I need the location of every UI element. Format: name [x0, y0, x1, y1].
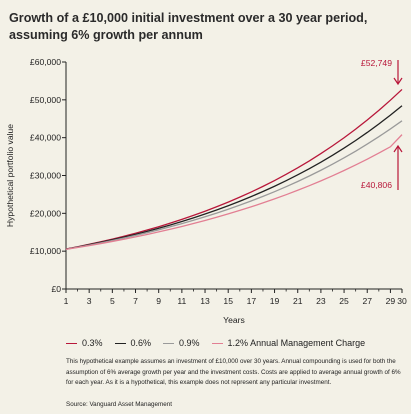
x-tick-label: 19 — [270, 296, 280, 306]
annotation-final-value-low: £40,806 — [361, 180, 392, 190]
y-tick-label: £30,000 — [30, 171, 61, 181]
legend-swatch — [114, 342, 126, 344]
x-tick-label: 7 — [133, 296, 138, 306]
source-note: Source: Vanguard Asset Management — [66, 401, 172, 408]
chart-title: Growth of a £10,000 initial investment o… — [9, 11, 368, 42]
y-tick-label: £0 — [51, 284, 61, 294]
legend-swatch — [66, 342, 77, 344]
legend-label: 0.3% — [82, 338, 103, 348]
x-tick-label: 29 — [386, 296, 396, 306]
y-tick-label: £10,000 — [30, 246, 61, 256]
x-tick-label: 25 — [339, 296, 349, 306]
series-line-3 — [65, 134, 403, 251]
y-axis-title: Hypothetical portfolio value — [5, 124, 15, 227]
legend-swatch — [163, 342, 175, 344]
chart-annotations: £52,749 £40,806 — [361, 58, 403, 190]
x-tick-label: 9 — [156, 296, 161, 306]
x-tick-label: 11 — [177, 296, 186, 306]
y-tick-label: £20,000 — [30, 208, 61, 218]
series-line-0 — [65, 88, 403, 250]
series-line-2 — [65, 120, 403, 250]
legend-label: 0.6% — [130, 338, 152, 348]
legend-item: 0.3% — [66, 338, 103, 348]
y-tick-label: £60,000 — [30, 57, 61, 67]
arrow-down-icon — [393, 77, 403, 86]
x-tick-label: 13 — [200, 296, 210, 306]
legend-label: 1.2% Annual Management Charge — [227, 338, 366, 348]
x-tick-label: 5 — [110, 296, 115, 306]
legend-label: 0.9% — [179, 338, 200, 348]
legend-swatch — [211, 342, 223, 344]
legend-item: 0.9% — [163, 338, 200, 348]
chart-legend: 0.3% 0.6% 0.9% 1.2% Annual Management Charg… — [66, 338, 377, 348]
x-tick-label: 23 — [316, 296, 326, 306]
x-tick-label: 15 — [223, 296, 233, 306]
x-tick-label: 17 — [247, 296, 257, 306]
legend-item: 1.2% Annual Management Charge — [211, 338, 366, 348]
x-tick-label: 21 — [293, 296, 303, 306]
x-tick-label: 1 — [64, 296, 69, 306]
x-tick-label: 27 — [362, 296, 372, 306]
series-line-1 — [65, 105, 403, 250]
y-tick-label: £40,000 — [30, 133, 61, 143]
x-tick-label: 3 — [87, 296, 92, 306]
legend-item: 0.6% — [114, 338, 152, 348]
footnote: This hypothetical example assumes an inv… — [66, 358, 401, 386]
arrow-up-icon — [393, 144, 403, 153]
x-tick-label: 30 — [397, 296, 407, 306]
chart-series — [65, 88, 403, 251]
chart-axes: £0 £10,000 £20,000 £30,000 £40,000 £50,000 £60… — [5, 57, 407, 325]
annotation-final-value-high: £52,749 — [361, 58, 392, 68]
x-axis-title: Years — [223, 315, 245, 325]
y-tick-label: £50,000 — [30, 95, 61, 105]
